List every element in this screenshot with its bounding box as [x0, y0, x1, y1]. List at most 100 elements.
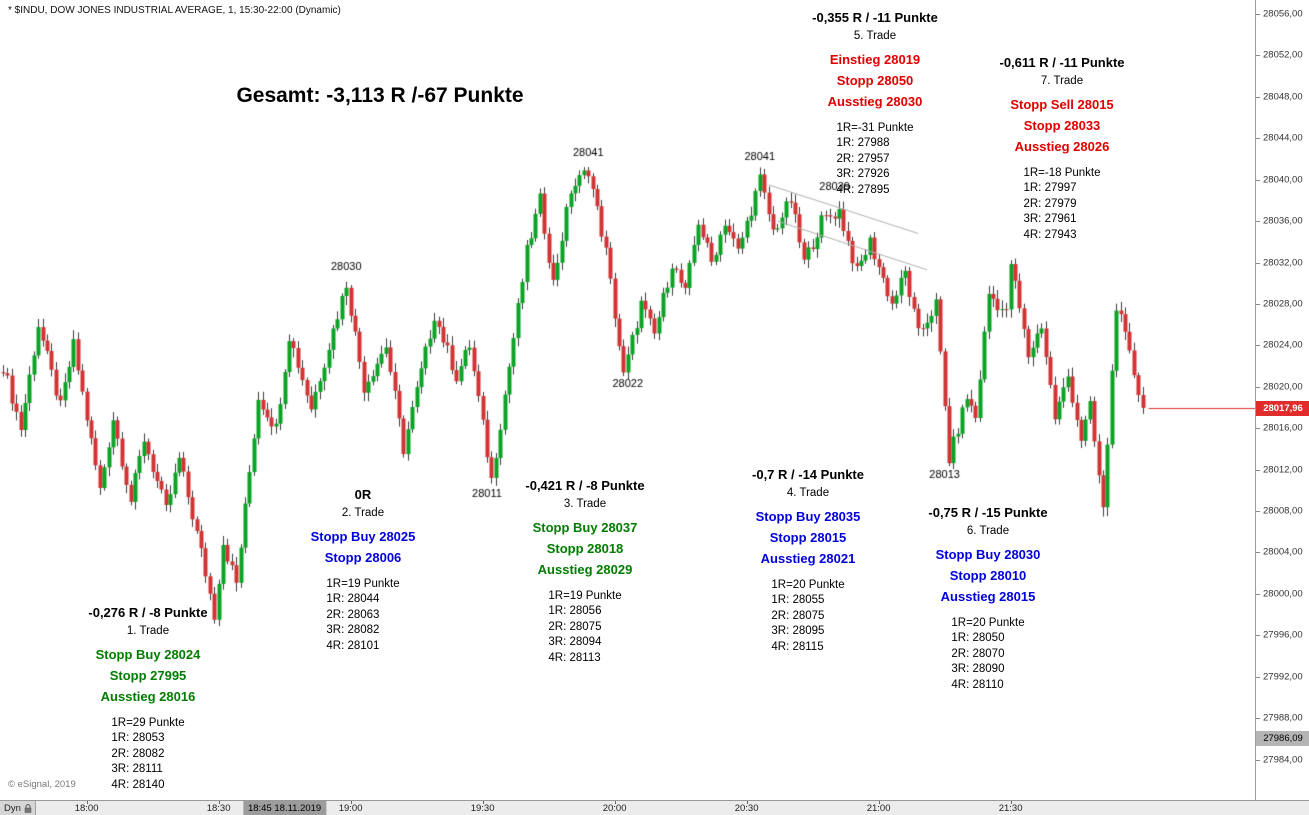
- price-axis-tick: [1256, 718, 1260, 720]
- time-axis-tick: [482, 801, 484, 804]
- dyn-label: Dyn: [4, 802, 21, 814]
- trade-r-line: 1R: 27988: [836, 137, 890, 149]
- price-axis[interactable]: 28017,96 27986,09 28056,00 28052,00 28048,…: [1255, 0, 1309, 800]
- trade-r-line: 2R: 27957: [836, 152, 890, 165]
- price-axis-tick: [1256, 55, 1260, 57]
- trade-order-line: Stopp 28006: [324, 549, 402, 565]
- time-axis[interactable]: Dyn 18:45 18.11.2019 18:00 18:30 19:00 19:3…: [0, 800, 1309, 815]
- time-axis-tick: [614, 801, 616, 804]
- time-axis-label: 19:00: [338, 803, 363, 814]
- trade-r-block: 1R=20 Punkte 1R: 28050 2R: 28070 3R: 28090 4…: [951, 616, 1024, 694]
- price-axis-label: 28020,00: [1263, 381, 1303, 393]
- time-axis-label: 18:00: [74, 803, 99, 814]
- time-axis-tick: [746, 801, 748, 804]
- price-axis-label: 28044,00: [1263, 132, 1303, 144]
- trade-result: -0,75 R / -15 Punkte: [928, 505, 1048, 520]
- summary-total-label: Gesamt: -3,113 R /-67 Punkte: [236, 84, 524, 107]
- trade-r-line: 3R: 27926: [836, 168, 890, 180]
- price-axis-tick: [1256, 386, 1260, 388]
- trade-r-line: 1R=19 Punkte: [548, 589, 622, 602]
- price-axis-label: 28000,00: [1263, 588, 1303, 600]
- trade-order-line: Ausstieg 28029: [537, 561, 633, 577]
- trade-order-line: Stopp Buy 28037: [532, 519, 638, 535]
- time-axis-tick: [350, 801, 352, 804]
- price-axis-tick: [1256, 179, 1260, 181]
- trade-r-block: 1R=19 Punkte 1R: 28044 2R: 28063 3R: 28082 4…: [326, 577, 399, 655]
- price-axis-label: 28048,00: [1263, 91, 1303, 103]
- trade-order-line: Ausstieg 28016: [100, 688, 196, 704]
- session-price-badge: 27986,09: [1256, 730, 1309, 746]
- trade-r-line: 2R: 28075: [548, 620, 602, 633]
- trade-r-line: 2R: 28063: [326, 608, 380, 621]
- time-axis-tick: [878, 801, 880, 804]
- price-axis-label: 28016,00: [1263, 422, 1303, 434]
- price-axis-tick: [1256, 262, 1260, 264]
- trade-order-line: Ausstieg 28015: [940, 588, 1036, 604]
- trade-r-line: 1R: 28055: [771, 594, 825, 606]
- trade-name: 5. Trade: [853, 30, 897, 42]
- price-axis-label: 28012,00: [1263, 464, 1303, 476]
- trade-order-line: Stopp Buy 28030: [935, 546, 1041, 562]
- time-axis-tick: [1010, 801, 1012, 804]
- time-axis-label: 20:00: [602, 803, 627, 814]
- trade-r-line: 1R: 27997: [1023, 182, 1077, 194]
- price-axis-tick: [1256, 469, 1260, 471]
- trade-r-line: 1R=20 Punkte: [951, 616, 1025, 629]
- trade-r-line: 1R: 28056: [548, 605, 602, 617]
- trade-result: -0,7 R / -14 Punkte: [752, 467, 864, 482]
- price-axis-label: 28024,00: [1263, 339, 1303, 351]
- trade-r-line: 2R: 27979: [1023, 197, 1077, 210]
- chart-plot-area: Gesamt: -3,113 R /-67 Punkte -0,276 R / …: [0, 0, 1255, 800]
- trade-r-line: 1R=29 Punkte: [111, 716, 185, 729]
- price-axis-tick: [1256, 138, 1260, 140]
- chart-title: * $INDU, DOW JONES INDUSTRIAL AVERAGE, 1…: [8, 5, 341, 16]
- trade-order-line: Einstieg 28019: [829, 51, 921, 67]
- lock-icon[interactable]: [24, 803, 32, 813]
- trade-order-line: Stopp 28050: [836, 72, 914, 88]
- trade-order-line: Stopp Buy 28024: [95, 646, 201, 662]
- trade-r-line: 3R: 28090: [951, 663, 1005, 675]
- price-axis-tick: [1256, 96, 1260, 98]
- trade-r-line: 4R: 28140: [111, 778, 165, 791]
- time-axis-label: 21:30: [998, 803, 1023, 814]
- trade-r-line: 2R: 28075: [771, 609, 825, 622]
- trade-r-line: 3R: 28082: [326, 624, 380, 636]
- trade-r-line: 4R: 28101: [326, 639, 380, 652]
- dyn-mode-button[interactable]: Dyn: [0, 801, 36, 815]
- time-axis-label: 20:30: [734, 803, 759, 814]
- price-axis-tick: [1256, 428, 1260, 430]
- trade-r-line: 3R: 28095: [771, 625, 825, 637]
- trade-order-line: Stopp 28018: [546, 540, 624, 556]
- trade-annotation-6: -0,75 R / -15 Punkte 6. Trade Stopp Buy 28…: [928, 506, 1047, 693]
- trade-r-line: 3R: 28111: [111, 763, 163, 775]
- price-axis-tick: [1256, 676, 1260, 678]
- price-axis-label: 28028,00: [1263, 298, 1303, 310]
- trade-annotation-3: -0,421 R / -8 Punkte 3. Trade Stopp Buy 28…: [525, 479, 644, 666]
- time-axis-label: 19:30: [470, 803, 495, 814]
- trade-annotation-7: -0,611 R / -11 Punkte 7. Trade Stopp Sell …: [999, 56, 1124, 243]
- time-axis-label: 18:30: [206, 803, 231, 814]
- price-axis-tick: [1256, 221, 1260, 223]
- selected-date-marker: 18:45 18.11.2019: [242, 801, 327, 815]
- trade-r-line: 3R: 28094: [548, 636, 602, 648]
- trade-name: 7. Trade: [1040, 75, 1084, 87]
- price-axis-tick: [1256, 511, 1260, 513]
- trade-r-line: 4R: 28113: [548, 651, 601, 664]
- trade-annotation-1: -0,276 R / -8 Punkte 1. Trade Stopp Buy 28…: [88, 606, 207, 793]
- price-axis-label: 27996,00: [1263, 629, 1303, 641]
- time-axis-label: 21:00: [866, 803, 891, 814]
- trade-r-block: 1R=-18 Punkte 1R: 27997 2R: 27979 3R: 27961…: [1023, 166, 1100, 244]
- trade-result: 0R: [354, 487, 372, 502]
- price-axis-label: 28040,00: [1263, 174, 1303, 186]
- trade-name: 4. Trade: [786, 487, 830, 499]
- trade-order-line: Stopp 28033: [1023, 117, 1101, 133]
- time-axis-tick: [218, 801, 220, 804]
- trade-result: -0,276 R / -8 Punkte: [88, 605, 208, 620]
- trade-r-line: 1R=-18 Punkte: [1023, 166, 1101, 179]
- price-axis-label: 27992,00: [1263, 671, 1303, 683]
- trade-r-line: 1R: 28050: [951, 632, 1005, 644]
- candlestick-chart-canvas[interactable]: [0, 0, 1255, 800]
- price-axis-label: 28032,00: [1263, 257, 1303, 269]
- trade-order-line: Stopp 28010: [949, 567, 1027, 583]
- copyright-label: © eSignal, 2019: [8, 779, 76, 790]
